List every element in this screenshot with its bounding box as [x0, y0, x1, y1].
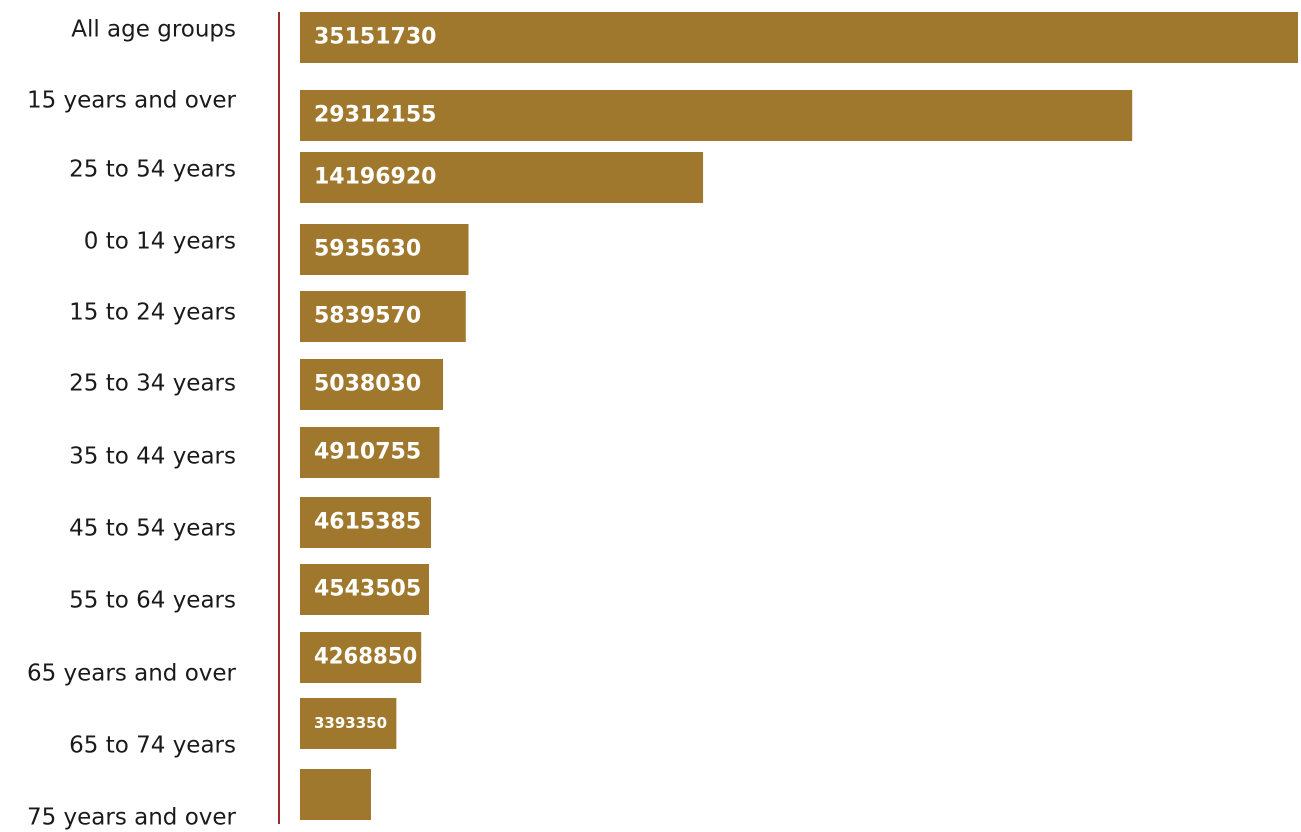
category-label: 15 to 24 years [69, 300, 236, 326]
bar-value-label: 4910755 [314, 440, 421, 465]
category-label: 55 to 64 years [69, 588, 236, 614]
category-labels: All age groups 15 years and over 25 to 54 … [27, 17, 237, 831]
category-label: 15 years and over [27, 88, 237, 114]
category-label: 65 years and over [27, 661, 237, 687]
bar-value-label: 29312155 [314, 103, 436, 128]
category-label: 75 years and over [27, 805, 237, 831]
bars [300, 12, 1298, 820]
category-label: 65 to 74 years [69, 733, 236, 759]
category-label: 35 to 44 years [69, 444, 236, 470]
bar [300, 12, 1298, 63]
bar-value-label: 5038030 [314, 372, 421, 397]
category-label: 25 to 54 years [69, 157, 236, 183]
category-label: 45 to 54 years [69, 516, 236, 542]
bar-value-label: 4268850 [314, 645, 417, 670]
bar-value-label: 35151730 [314, 25, 436, 50]
category-label: 25 to 34 years [69, 371, 236, 397]
bar-value-label: 3393350 [314, 714, 387, 732]
bar-value-label: 5935630 [314, 237, 421, 262]
category-label: 0 to 14 years [84, 229, 236, 255]
category-label: All age groups [71, 17, 236, 43]
bar-value-label: 4615385 [314, 510, 421, 535]
bar-value-label: 14196920 [314, 165, 436, 190]
bar [300, 769, 371, 820]
bar-value-label: 4543505 [314, 577, 421, 602]
bar-value-label: 5839570 [314, 304, 421, 329]
